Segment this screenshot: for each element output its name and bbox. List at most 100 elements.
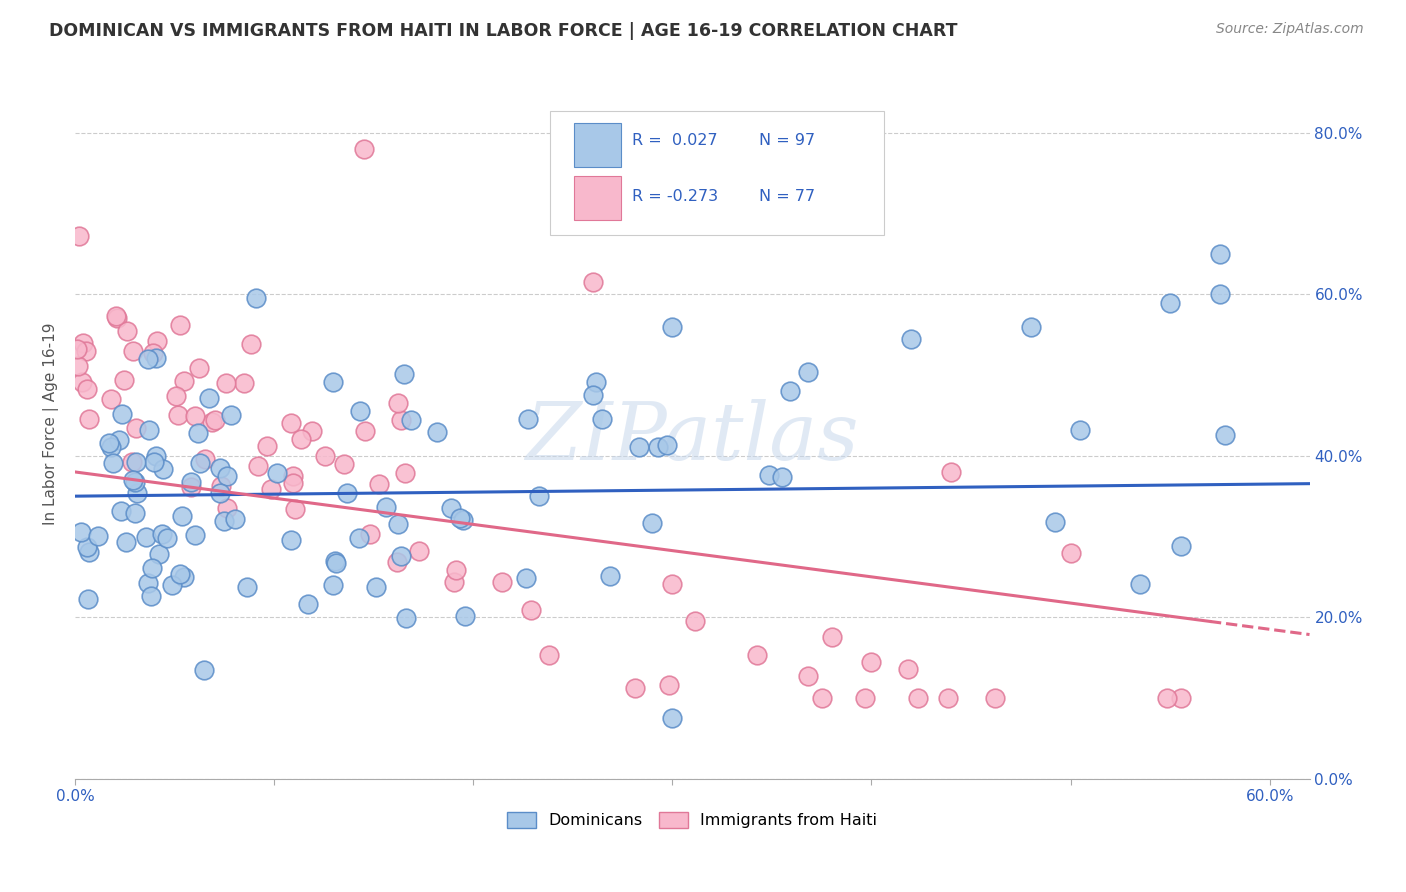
Point [209, 486, 232, 500]
Point [75, 343, 97, 358]
Point [108, 433, 131, 447]
Point [105, 311, 128, 326]
Point [389, 549, 412, 563]
Point [67, 359, 90, 374]
Point [136, 351, 159, 366]
Point [354, 424, 377, 438]
Point [440, 501, 463, 516]
Point [900, 332, 922, 346]
Point [314, 449, 336, 463]
Point [204, 413, 226, 427]
Point [1059, 546, 1081, 560]
Point [353, 142, 375, 156]
Point [939, 465, 962, 479]
Point [180, 479, 202, 493]
Point [246, 458, 269, 473]
Point [143, 455, 166, 469]
Point [98, 436, 121, 450]
Point [1209, 287, 1232, 301]
Point [323, 554, 346, 568]
Point [117, 324, 139, 338]
Point [392, 367, 415, 381]
Point [936, 690, 959, 705]
Point [135, 530, 157, 544]
Point [1043, 515, 1066, 529]
Point [103, 456, 125, 470]
Point [1209, 247, 1232, 261]
Point [104, 309, 127, 323]
Point [259, 483, 281, 497]
Point [239, 336, 262, 351]
Point [67, 228, 90, 243]
Point [387, 396, 409, 410]
Point [683, 614, 706, 628]
Point [138, 423, 160, 437]
Point [394, 466, 416, 480]
Point [1213, 428, 1236, 442]
Point [194, 451, 217, 466]
Point [145, 449, 167, 463]
Y-axis label: In Labor Force | Age 16-19: In Labor Force | Age 16-19 [44, 322, 59, 524]
Point [187, 426, 209, 441]
Point [266, 466, 288, 480]
Point [770, 470, 793, 484]
Point [139, 590, 162, 604]
Point [855, 690, 877, 705]
Point [641, 516, 664, 530]
Point [280, 416, 302, 430]
FancyBboxPatch shape [574, 123, 620, 167]
Point [387, 517, 409, 532]
Text: DOMINICAN VS IMMIGRANTS FROM HAITI IN LABOR FORCE | AGE 16-19 CORRELATION CHART: DOMINICAN VS IMMIGRANTS FROM HAITI IN LA… [49, 22, 957, 40]
Point [165, 389, 187, 403]
Point [145, 351, 167, 365]
Point [444, 562, 467, 576]
Text: Source: ZipAtlas.com: Source: ZipAtlas.com [1216, 22, 1364, 37]
Point [1069, 423, 1091, 437]
Point [520, 603, 543, 617]
Point [655, 438, 678, 452]
Point [301, 424, 323, 438]
Point [77, 592, 100, 607]
Point [599, 568, 621, 582]
Point [491, 575, 513, 590]
Point [333, 457, 356, 471]
Point [150, 527, 173, 541]
Point [76, 540, 98, 554]
Point [426, 425, 449, 439]
Point [592, 412, 614, 426]
Point [454, 609, 477, 624]
Point [115, 535, 138, 549]
Point [538, 648, 561, 662]
Point [860, 655, 883, 669]
Point [281, 468, 304, 483]
Text: R = -0.273: R = -0.273 [631, 189, 718, 204]
Point [395, 610, 418, 624]
Point [385, 556, 408, 570]
Point [169, 566, 191, 581]
Point [364, 580, 387, 594]
Point [172, 508, 194, 523]
Point [212, 514, 235, 528]
Point [110, 504, 132, 518]
Point [582, 276, 605, 290]
Point [236, 580, 259, 594]
Text: N = 97: N = 97 [759, 134, 815, 148]
Point [897, 662, 920, 676]
Point [125, 486, 148, 500]
Point [100, 441, 122, 455]
FancyBboxPatch shape [550, 112, 883, 235]
Point [779, 384, 801, 398]
Point [658, 678, 681, 692]
Point [401, 413, 423, 427]
Point [87, 529, 110, 543]
Point [193, 663, 215, 677]
Point [125, 421, 148, 435]
Point [224, 512, 246, 526]
Point [582, 388, 605, 402]
Point [72, 336, 94, 351]
Point [201, 416, 224, 430]
Point [627, 440, 650, 454]
Point [661, 319, 683, 334]
Text: R =  0.027: R = 0.027 [631, 134, 717, 148]
Point [215, 468, 238, 483]
